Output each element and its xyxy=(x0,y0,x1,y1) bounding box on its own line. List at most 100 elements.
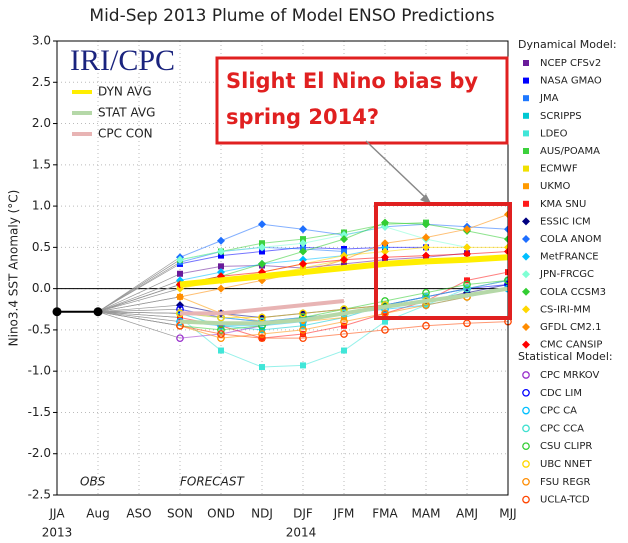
connector xyxy=(97,259,181,313)
marker xyxy=(523,60,529,66)
marker xyxy=(258,220,266,229)
marker xyxy=(218,263,224,270)
x-tick-label: MJJ xyxy=(499,507,516,521)
marker xyxy=(299,247,307,256)
marker xyxy=(217,334,225,343)
x-tick-label: FMA xyxy=(372,507,398,521)
legend-label: CPC CCA xyxy=(540,423,584,434)
connector xyxy=(97,311,181,318)
connector xyxy=(97,308,181,313)
marker xyxy=(422,321,430,330)
marker xyxy=(340,330,348,338)
legend-label: STAT AVG xyxy=(98,106,155,120)
y-tick-label: -1.5 xyxy=(28,405,51,419)
y-tick-label: -1.0 xyxy=(28,364,51,378)
y-axis-label: Nino3.4 SST Anomaly (°C) xyxy=(7,190,21,347)
marker xyxy=(523,112,529,119)
marker xyxy=(300,265,306,271)
legend-label: CDC LIM xyxy=(540,388,582,399)
marker xyxy=(463,225,471,234)
x-tick-label: OND xyxy=(207,507,235,521)
marker xyxy=(522,442,530,451)
marker xyxy=(258,334,266,343)
marker xyxy=(299,255,307,264)
marker xyxy=(463,280,471,289)
legend-label: KMA SNU xyxy=(540,199,586,210)
x-tick-label: NDJ xyxy=(251,507,273,521)
marker xyxy=(523,95,529,102)
marker xyxy=(522,460,530,468)
marker xyxy=(522,287,530,296)
marker xyxy=(299,334,307,343)
marker xyxy=(381,297,389,305)
marker xyxy=(381,218,389,227)
series-line xyxy=(179,321,509,339)
marker xyxy=(176,255,184,264)
marker xyxy=(422,251,430,260)
marker xyxy=(381,243,389,252)
marker xyxy=(299,225,307,234)
marker xyxy=(341,347,347,354)
series-line xyxy=(179,246,386,281)
legend-label: COLA ANOM xyxy=(540,234,602,245)
marker xyxy=(523,200,529,207)
callout-text: spring 2014? xyxy=(226,105,379,129)
connector xyxy=(97,280,181,313)
marker xyxy=(340,235,348,244)
legend-label: AUS/POAMA xyxy=(540,146,600,157)
marker xyxy=(381,247,389,256)
marker xyxy=(464,277,470,284)
callout-arrow xyxy=(365,140,429,201)
marker xyxy=(522,305,530,314)
marker xyxy=(299,239,307,248)
marker xyxy=(340,317,348,326)
x-tick-label: JJA xyxy=(48,507,65,521)
connector xyxy=(97,311,181,323)
marker xyxy=(340,230,348,239)
marker xyxy=(259,364,265,371)
marker xyxy=(522,424,530,433)
marker xyxy=(523,183,529,190)
marker xyxy=(523,77,529,84)
marker xyxy=(422,220,430,229)
marker xyxy=(176,292,184,301)
y-tick-label: 0.0 xyxy=(32,281,51,295)
marker xyxy=(522,388,530,397)
connector xyxy=(97,304,181,313)
x-tick-label: SON xyxy=(167,507,193,521)
legend-label: UBC NNET xyxy=(540,459,592,470)
legend-label: CPC CON xyxy=(98,127,153,141)
marker xyxy=(422,288,430,297)
marker xyxy=(259,240,265,247)
marker xyxy=(463,243,471,252)
legend-label: CS-IRI-MM xyxy=(540,304,591,315)
legend-label: MetFRANCE xyxy=(540,252,599,263)
legend-label: NCEP CFSv2 xyxy=(540,58,601,69)
chart-title: Mid-Sep 2013 Plume of Model ENSO Predict… xyxy=(89,6,494,26)
legend-title: Dynamical Model: xyxy=(518,38,617,51)
marker xyxy=(522,340,530,349)
marker xyxy=(522,495,530,504)
forecast-label: FORECAST xyxy=(180,475,245,489)
marker xyxy=(341,260,347,267)
legend-label: JPN-FRCGC xyxy=(539,269,594,280)
logo: IRI/CPC xyxy=(70,44,175,77)
marker xyxy=(522,323,530,331)
y-tick-label: 2.5 xyxy=(32,75,51,89)
marker xyxy=(218,252,224,259)
marker xyxy=(218,347,224,354)
marker xyxy=(522,235,530,243)
marker xyxy=(177,314,183,321)
legend-label: CPC MRKOV xyxy=(540,370,599,381)
y-tick-label: 1.5 xyxy=(32,157,51,171)
legend-label: DYN AVG xyxy=(98,85,152,99)
y-tick-label: 3.0 xyxy=(32,34,51,48)
observed-marker xyxy=(93,307,103,317)
series-line xyxy=(179,254,509,288)
connector xyxy=(97,288,181,313)
marker xyxy=(341,248,347,255)
connector xyxy=(97,284,181,313)
marker xyxy=(381,326,389,334)
marker xyxy=(523,165,529,172)
obs-label: OBS xyxy=(80,475,106,489)
